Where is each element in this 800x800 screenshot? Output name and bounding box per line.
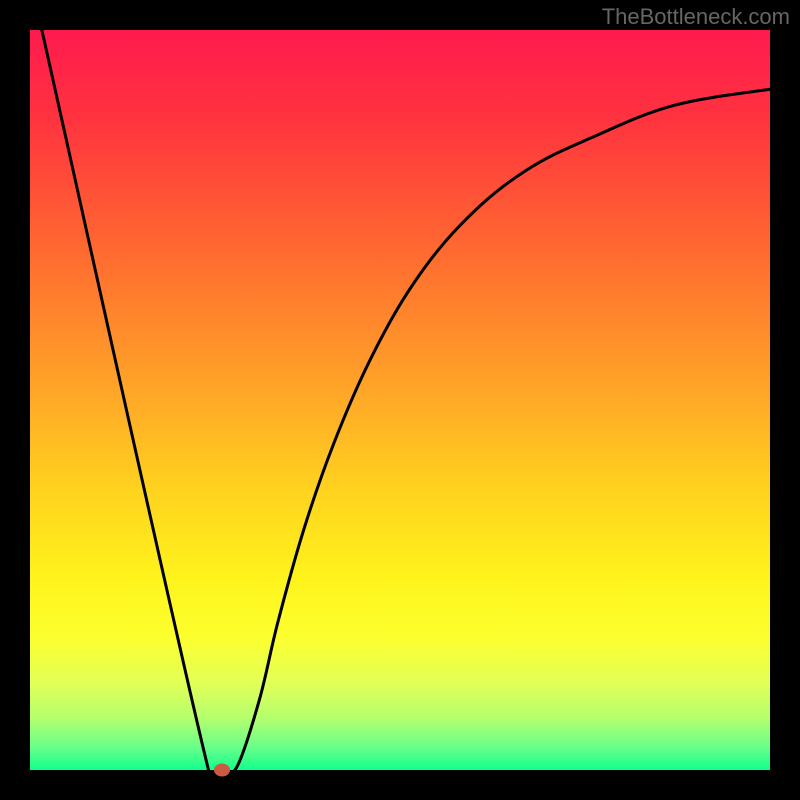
optimal-point-marker (214, 764, 230, 777)
bottleneck-curve (30, 30, 770, 770)
chart-frame: TheBottleneck.com (0, 0, 800, 800)
watermark-text: TheBottleneck.com (602, 4, 790, 30)
plot-area (30, 30, 770, 770)
